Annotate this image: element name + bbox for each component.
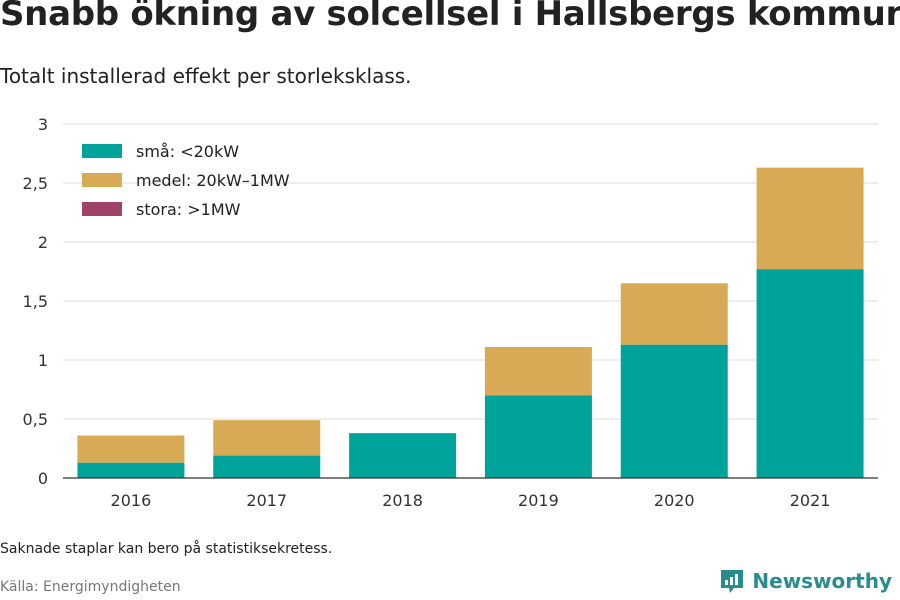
bar-2020-series-0[interactable] bbox=[620, 344, 728, 478]
x-tick-label: 2021 bbox=[790, 491, 831, 510]
bar-chart-logo-icon bbox=[721, 570, 744, 593]
y-tick-label: 0,5 bbox=[23, 410, 48, 429]
bar-2016-series-1[interactable] bbox=[77, 435, 185, 463]
bar-2017-series-1[interactable] bbox=[213, 420, 321, 456]
chart-subtitle: Totalt installerad effekt per storlekskl… bbox=[0, 64, 412, 88]
y-tick-label: 2 bbox=[38, 233, 48, 252]
bar-2020-series-1[interactable] bbox=[620, 283, 728, 345]
legend-swatch bbox=[82, 173, 122, 187]
y-tick-label: 0 bbox=[38, 469, 48, 488]
newsworthy-logo[interactable]: Newsworthy bbox=[718, 567, 892, 595]
x-tick-label: 2019 bbox=[518, 491, 559, 510]
legend-label: små: <20kW bbox=[136, 142, 239, 161]
legend-label: stora: >1MW bbox=[136, 200, 241, 219]
chart-title: Snabb ökning av solcellsel i Hallsbergs … bbox=[0, 0, 900, 34]
bar-2021-series-0[interactable] bbox=[756, 269, 864, 478]
footnote: Saknade staplar kan bero på statistiksek… bbox=[0, 541, 333, 557]
y-tick-label: 1 bbox=[38, 351, 48, 370]
legend-swatch bbox=[82, 144, 122, 158]
bar-2016-series-0[interactable] bbox=[77, 462, 185, 478]
y-tick-label: 3 bbox=[38, 115, 48, 134]
bar-2021-series-1[interactable] bbox=[756, 167, 864, 270]
source-credit: Källa: Energimyndigheten bbox=[0, 579, 181, 595]
stacked-bar-chart: 0 0,5 1 1,5 2 2,5 3 2016 2017 2018 2019 2020 2021 sm… bbox=[23, 115, 878, 510]
legend-swatch bbox=[82, 202, 122, 216]
bar-2019-series-0[interactable] bbox=[484, 395, 592, 478]
bar-2017-series-0[interactable] bbox=[213, 455, 321, 478]
x-tick-label: 2016 bbox=[111, 491, 152, 510]
legend-label: medel: 20kW–1MW bbox=[136, 171, 290, 190]
y-tick-label: 1,5 bbox=[23, 292, 48, 311]
brand-name: Newsworthy bbox=[752, 569, 892, 593]
bar-2018-series-0[interactable] bbox=[349, 433, 457, 478]
y-tick-label: 2,5 bbox=[23, 174, 48, 193]
x-tick-label: 2017 bbox=[246, 491, 287, 510]
x-tick-label: 2020 bbox=[654, 491, 695, 510]
x-tick-label: 2018 bbox=[382, 491, 423, 510]
bar-2019-series-1[interactable] bbox=[484, 347, 592, 396]
